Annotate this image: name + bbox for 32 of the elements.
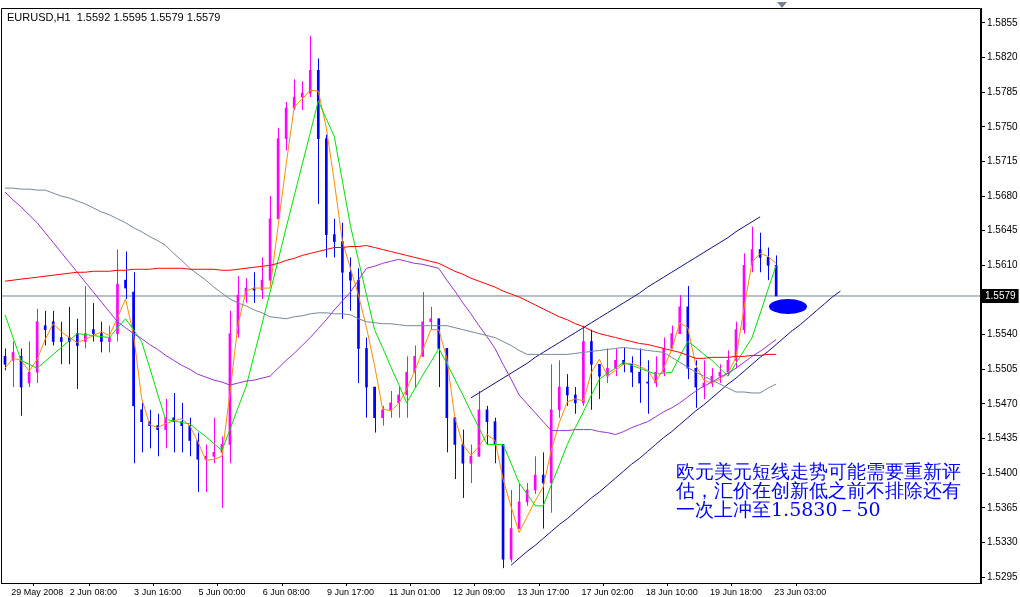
x-tick-label: 19 Jun 18:00	[709, 586, 763, 597]
x-tick-label: 12 Jun 09:00	[452, 586, 505, 597]
x-tick-label: 11 Jun 01:00	[388, 586, 441, 597]
y-tick-label: 1.5785	[987, 85, 1019, 97]
y-tick-label: 1.5295	[987, 570, 1019, 582]
x-tick-label: 9 Jun 17:00	[326, 586, 374, 597]
y-tick-label: 1.5540	[987, 328, 1019, 340]
y-tick-label: 1.5610	[987, 259, 1019, 271]
x-tick-label: 3 Jun 16:00	[134, 586, 182, 597]
y-tick-label: 1.5715	[987, 155, 1019, 167]
y-tick-label: 1.5435	[987, 432, 1019, 444]
x-tick-label: 6 Jun 08:00	[262, 586, 310, 597]
y-tick-label: 1.5680	[987, 189, 1019, 201]
x-tick-label: 29 May 2008	[11, 586, 64, 597]
ref-line-label: 1.5579	[985, 289, 1017, 301]
y-tick-label: 1.5820	[987, 51, 1019, 63]
x-tick-label: 5 Jun 00:00	[198, 586, 246, 597]
y-tick-label: 1.5470	[987, 397, 1019, 409]
x-tick-label: 17 Jun 02:00	[581, 586, 634, 597]
y-tick-label: 1.5750	[987, 120, 1019, 132]
annotation: 欧元美元短线走势可能需要重新评估，汇价在创新低之前不排除还有一次上冲至1.5830－50	[676, 460, 961, 520]
y-tick-label: 1.5365	[987, 501, 1019, 513]
y-tick-label: 1.5645	[987, 224, 1019, 236]
chart-title: EURUSD,H1 1.5592 1.5595 1.5579 1.5579	[5, 11, 223, 23]
x-tick-label: 2 Jun 08:00	[69, 586, 117, 597]
y-tick-label: 1.5855	[987, 16, 1019, 28]
y-tick-label: 1.5505	[987, 362, 1019, 374]
x-tick-label: 23 Jun 03:00	[774, 586, 827, 597]
y-tick-label: 1.5400	[987, 466, 1019, 478]
y-tick-label: 1.5330	[987, 536, 1019, 548]
x-tick-label: 13 Jun 17:00	[517, 586, 570, 597]
x-tick-label: 18 Jun 10:00	[645, 586, 698, 597]
